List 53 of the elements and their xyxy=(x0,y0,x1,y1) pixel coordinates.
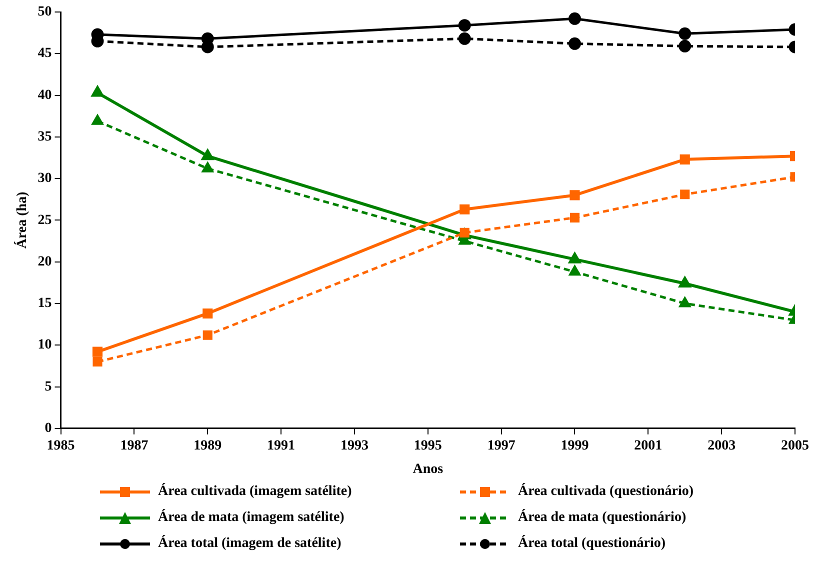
legend-label: Área cultivada (questionário) xyxy=(518,484,694,500)
y-tick-label: 20 xyxy=(38,254,52,270)
y-tick-label: 45 xyxy=(38,46,52,62)
point xyxy=(570,212,580,222)
x-tick-label: 2005 xyxy=(781,438,809,454)
point xyxy=(460,204,470,214)
point xyxy=(680,190,690,200)
point xyxy=(458,32,471,45)
point xyxy=(568,252,581,264)
point xyxy=(202,330,212,340)
x-tick-label: 1997 xyxy=(487,438,516,454)
point xyxy=(92,86,104,97)
point xyxy=(568,12,581,25)
y-axis-title: Área (ha) xyxy=(13,191,30,249)
point xyxy=(679,276,691,288)
legend-label: Área de mata (imagem satélite) xyxy=(158,510,344,526)
legend-label: Área total (imagem de satélite) xyxy=(158,536,342,552)
point xyxy=(92,346,103,357)
x-tick-label: 1995 xyxy=(414,438,442,454)
point xyxy=(458,19,471,32)
point xyxy=(92,114,104,125)
x-tick-label: 1993 xyxy=(340,438,368,454)
y-tick-label: 25 xyxy=(38,212,52,228)
point xyxy=(568,37,581,50)
y-tick-label: 30 xyxy=(38,171,52,186)
y-tick-label: 15 xyxy=(38,296,52,312)
point xyxy=(202,308,213,319)
y-tick-label: 0 xyxy=(44,421,52,436)
x-tick-label: 2001 xyxy=(634,438,662,454)
x-tick-label: 1999 xyxy=(560,438,589,454)
legend-label: Área cultivada (imagem satélite) xyxy=(158,484,352,500)
y-tick-label: 10 xyxy=(38,338,52,353)
x-axis-title: Anos xyxy=(412,462,444,478)
y-tick-label: 35 xyxy=(38,130,52,145)
point xyxy=(680,154,690,164)
point xyxy=(570,190,580,200)
legend-label: Área total (questionário) xyxy=(518,536,666,552)
legend-label: Área de mata (questionário) xyxy=(518,510,686,526)
x-tick-label: 1989 xyxy=(194,438,222,454)
x-tick-label: 1987 xyxy=(120,438,148,454)
point xyxy=(202,150,214,160)
point xyxy=(678,27,692,40)
point xyxy=(679,297,690,308)
x-tick-label: 1985 xyxy=(46,438,75,454)
y-tick-label: 40 xyxy=(38,88,52,103)
x-tick-label: 1991 xyxy=(267,438,296,454)
y-tick-label: 5 xyxy=(44,379,52,394)
point xyxy=(678,40,692,52)
y-tick-label: 50 xyxy=(38,4,52,20)
x-tick-label: 2003 xyxy=(708,438,736,454)
point xyxy=(569,266,580,276)
point xyxy=(202,162,214,172)
point xyxy=(92,356,102,367)
